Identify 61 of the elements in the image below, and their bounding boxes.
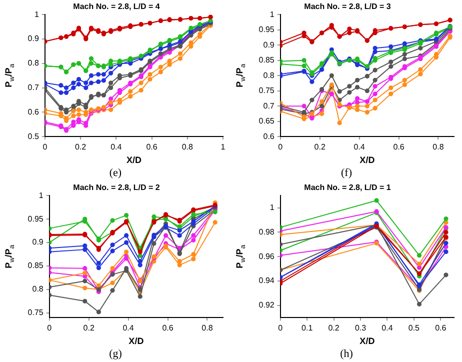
y-tick-label: 1 [270,10,275,19]
x-tick-label: 0.2 [314,142,326,152]
x-tick-label: 0.4 [122,324,134,333]
x-tick-label: 0 [42,142,48,152]
text: (e) [108,166,123,181]
y-tick-label: 0.9 [263,40,275,50]
y-tick-label: 1 [38,190,44,200]
x-axis-title: X/D [126,155,142,166]
x-tick-label: 0.2 [328,324,340,333]
y-tick-label: 0.75 [258,86,275,96]
chart-title: Mach No. = 2.8, L/D = 1 [304,183,392,192]
x-tick-label: 0 [278,142,284,152]
x-tick-label: 0.2 [83,324,95,333]
y-tick-label: 0.92 [258,300,275,310]
x-tick-label: 0.4 [354,142,366,152]
y-tick-label: 0.95 [28,214,44,224]
y-tick-label: 0.65 [258,116,275,126]
chart-title: Mach No. = 2.8, L/D = 2 [73,183,160,192]
y-tick-label: 0.75 [28,308,44,318]
y-tick-label: 0.94 [258,276,275,286]
x-tick-label: 0.3 [354,324,367,333]
text: (h) [339,347,354,362]
x-tick-label: 0.6 [162,324,174,333]
y-tick-label: 0.95 [258,25,275,34]
y-tick-label: 0.6 [263,132,275,141]
y-tick-label: 1 [270,203,275,212]
y-tick-label: 0.98 [258,227,275,236]
text: (g) [108,347,123,362]
x-tick-label: 0.8 [202,324,214,333]
x-tick-label: 0.6 [435,324,447,333]
text: (f) [340,166,353,181]
x-tick-label: 0.6 [146,142,158,152]
x-tick-label: 0.2 [74,142,87,152]
x-tick-label: 0.4 [110,142,122,152]
x-tick-label: 0 [47,324,52,333]
y-tick-label: 0.9 [32,238,44,247]
x-axis-title: X/D [128,336,144,346]
x-tick-label: 0.6 [393,142,405,152]
y-tick-label: 0.5 [28,132,40,141]
y-tick-label: 0.7 [28,83,40,92]
y-tick-label: 0.9 [28,34,40,44]
y-tick-label: 0.6 [28,107,40,116]
x-tick-label: 0 [278,324,284,333]
y-tick-label: 0.8 [263,70,275,80]
chart-title: Mach No. = 2.8, L/D = 3 [304,2,392,12]
x-tick-label: 0.4 [382,324,394,333]
x-tick-label: 0.8 [432,142,444,152]
y-tick-label: 0.8 [32,284,44,294]
x-tick-label: 0.8 [182,142,194,152]
x-tick-label: 0.5 [408,324,420,333]
y-tick-label: 0.85 [258,56,275,65]
chart-title: Mach No. = 2.8, L/D = 4 [73,2,160,12]
y-tick-label: 0.8 [28,58,40,68]
y-tick-label: 0.85 [28,261,44,270]
x-tick-label: 0.1 [302,324,314,333]
y-tick-label: 0.7 [263,101,275,110]
y-tick-label: 1 [34,10,40,19]
y-tick-label: 0.96 [258,252,275,261]
x-axis-title: X/D [360,336,376,346]
x-axis-title: X/D [360,155,376,166]
x-tick-label: 1 [220,142,226,152]
